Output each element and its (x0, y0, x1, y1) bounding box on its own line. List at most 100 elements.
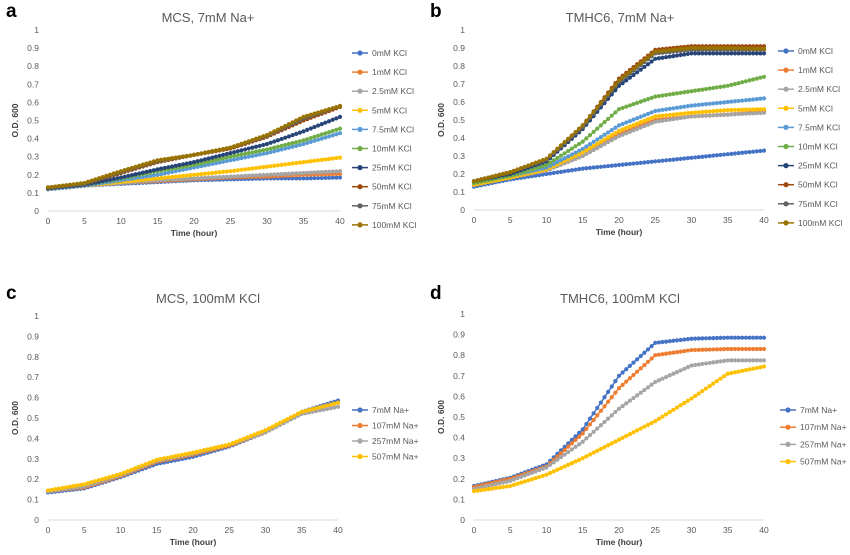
data-point (635, 357, 640, 362)
data-point (290, 120, 295, 125)
data-point (221, 152, 226, 157)
data-point (707, 45, 712, 51)
data-point (689, 110, 694, 115)
data-point (620, 370, 625, 375)
panel-b: b TMHC6, 7mM Na+ 0 0.1 0.2 0.3 0.4 0.5 0.6 0.7 0… (430, 1, 843, 237)
data-point (334, 169, 339, 174)
data-point (736, 335, 741, 340)
data-point (548, 470, 553, 476)
legend-marker (357, 438, 363, 444)
data-point (595, 145, 600, 151)
data-point (243, 151, 248, 156)
data-point (577, 148, 582, 153)
data-point (529, 174, 535, 179)
data-point (660, 118, 665, 123)
data-point (707, 384, 712, 389)
data-point (653, 159, 658, 164)
data-point (486, 483, 491, 488)
data-point (323, 169, 328, 174)
data-point (253, 136, 259, 141)
data-point (638, 120, 643, 125)
data-point (747, 46, 752, 51)
data-point (674, 350, 680, 355)
data-point (206, 159, 211, 164)
data-point (111, 171, 116, 176)
data-point (566, 449, 571, 455)
data-point (190, 450, 196, 455)
data-point (591, 429, 596, 434)
data-point (707, 360, 712, 366)
data-point (743, 46, 748, 51)
data-point (224, 151, 229, 157)
data-point (664, 107, 669, 112)
x-tick-label: 40 (335, 216, 345, 226)
data-point (569, 461, 574, 466)
data-point (206, 156, 211, 161)
data-point (606, 116, 611, 122)
data-point (642, 124, 647, 129)
data-point (191, 176, 197, 181)
data-point (703, 109, 709, 114)
data-point (224, 158, 229, 164)
data-point (558, 169, 564, 174)
data-point (529, 470, 535, 475)
data-point (217, 147, 222, 152)
legend-label: 5mM KCl (798, 103, 833, 113)
data-point (725, 152, 730, 157)
data-point (147, 460, 152, 465)
data-point (573, 167, 578, 172)
data-point (511, 482, 516, 487)
data-point (297, 116, 302, 121)
data-point (631, 66, 636, 71)
data-point (551, 469, 556, 474)
data-point (268, 146, 273, 151)
data-point (732, 81, 738, 87)
data-point (577, 155, 582, 160)
data-point (246, 150, 251, 156)
data-point (711, 109, 716, 114)
data-point (177, 162, 182, 168)
data-point (678, 52, 683, 58)
data-point (653, 340, 658, 345)
data-point (729, 51, 734, 56)
data-point (758, 46, 763, 51)
data-point (257, 165, 262, 170)
data-point (325, 403, 330, 408)
data-point (620, 403, 625, 409)
data-point (725, 45, 730, 51)
data-point (75, 181, 80, 186)
data-point (671, 117, 676, 122)
data-point (253, 153, 259, 158)
data-point (685, 156, 690, 161)
data-point (660, 93, 665, 98)
data-point (645, 347, 651, 352)
data-point (653, 94, 658, 99)
data-point (722, 100, 727, 105)
data-point (718, 376, 723, 381)
data-point (230, 440, 235, 446)
data-point (754, 358, 759, 363)
data-point (471, 489, 477, 494)
data-point (635, 369, 640, 374)
data-point (743, 107, 748, 112)
data-point (551, 460, 556, 465)
data-point (587, 145, 593, 151)
data-point (674, 116, 680, 121)
data-point (693, 88, 698, 93)
data-point (591, 417, 596, 422)
data-point (166, 165, 171, 170)
data-point (159, 157, 164, 162)
series-7mm-na- (45, 398, 341, 495)
data-point (191, 152, 197, 157)
chart-title-b: TMHC6, 7mM Na+ (566, 10, 675, 25)
data-point (703, 386, 709, 391)
data-point (736, 358, 741, 363)
data-point (321, 404, 326, 409)
data-point (711, 45, 716, 51)
y-tick-label: 0.9 (453, 43, 465, 53)
data-point (696, 88, 701, 93)
data-point (264, 147, 270, 152)
data-point (245, 435, 250, 440)
y-tick-label: 0.9 (27, 331, 39, 341)
data-point (638, 125, 643, 130)
